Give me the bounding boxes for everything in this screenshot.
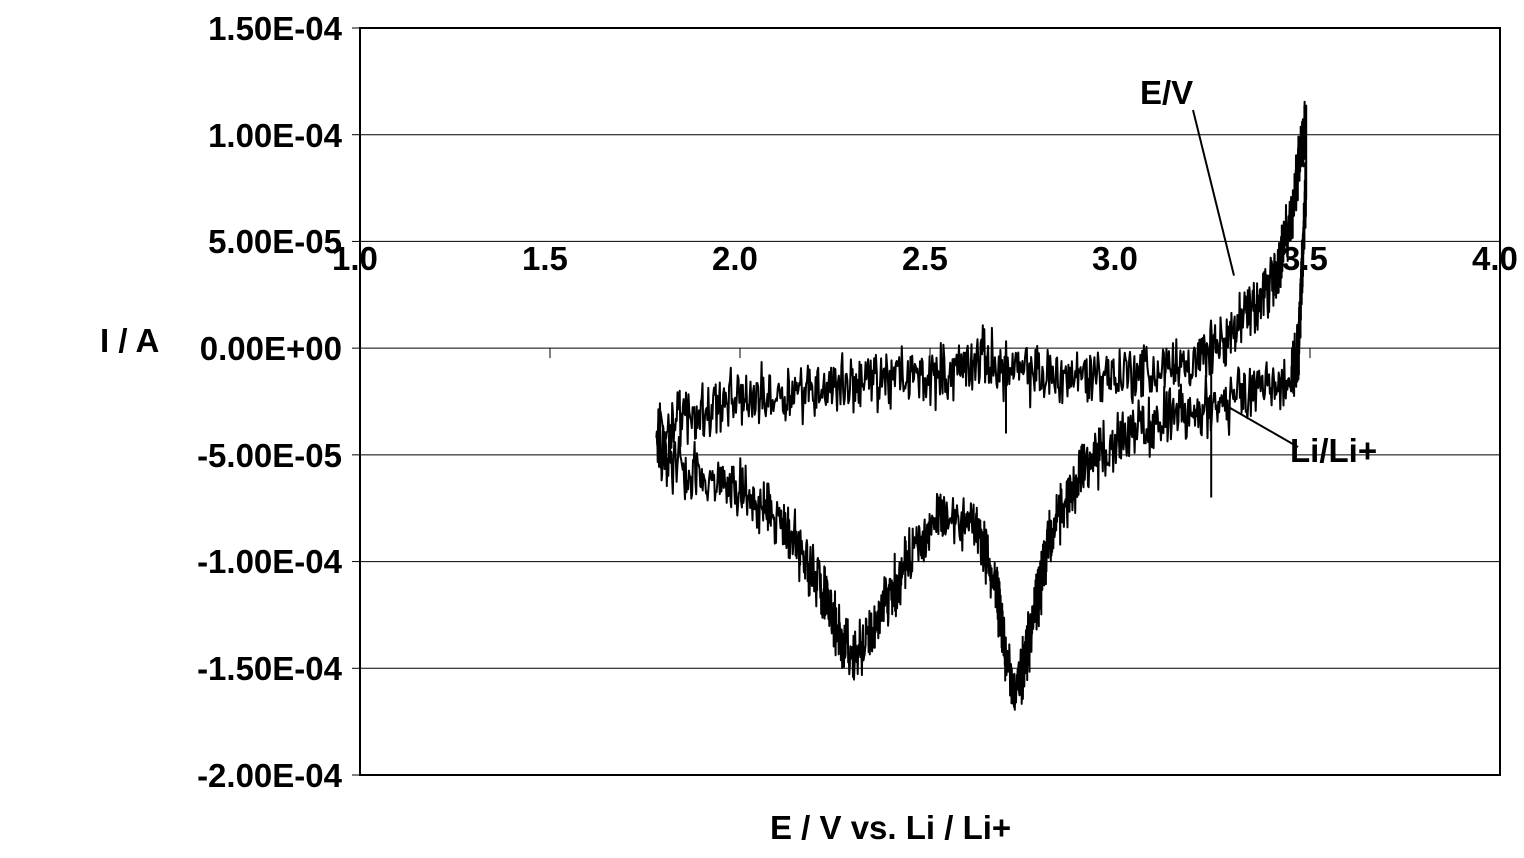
x-tick-label: 4.0 [1472,240,1518,278]
x-axis-title: E / V vs. Li / Li+ [770,809,1011,847]
y-tick-label: 0.00E+00 [200,330,342,368]
x-tick-label: 1.0 [332,240,378,278]
y-tick-label: -5.00E-05 [197,437,342,475]
x-tick-label: 3.0 [1092,240,1138,278]
x-tick-label: 2.0 [712,240,758,278]
x-tick-label: 3.5 [1282,240,1328,278]
x-tick-label: 1.5 [522,240,568,278]
y-tick-label: -1.50E-04 [197,650,342,688]
annotation-ev: E/V [1140,74,1193,112]
y-axis-title: I / A [100,322,159,360]
y-tick-label: -1.00E-04 [197,543,342,581]
cv-chart: 1.50E-04 1.00E-04 5.00E-05 0.00E+00 -5.0… [0,0,1524,858]
y-tick-label: 5.00E-05 [208,223,342,261]
y-tick-label: 1.50E-04 [208,10,342,48]
y-tick-label: -2.00E-04 [197,757,342,795]
x-tick-label: 2.5 [902,240,948,278]
y-tick-label: 1.00E-04 [208,117,342,155]
annotation-lili: Li/Li+ [1290,432,1377,470]
